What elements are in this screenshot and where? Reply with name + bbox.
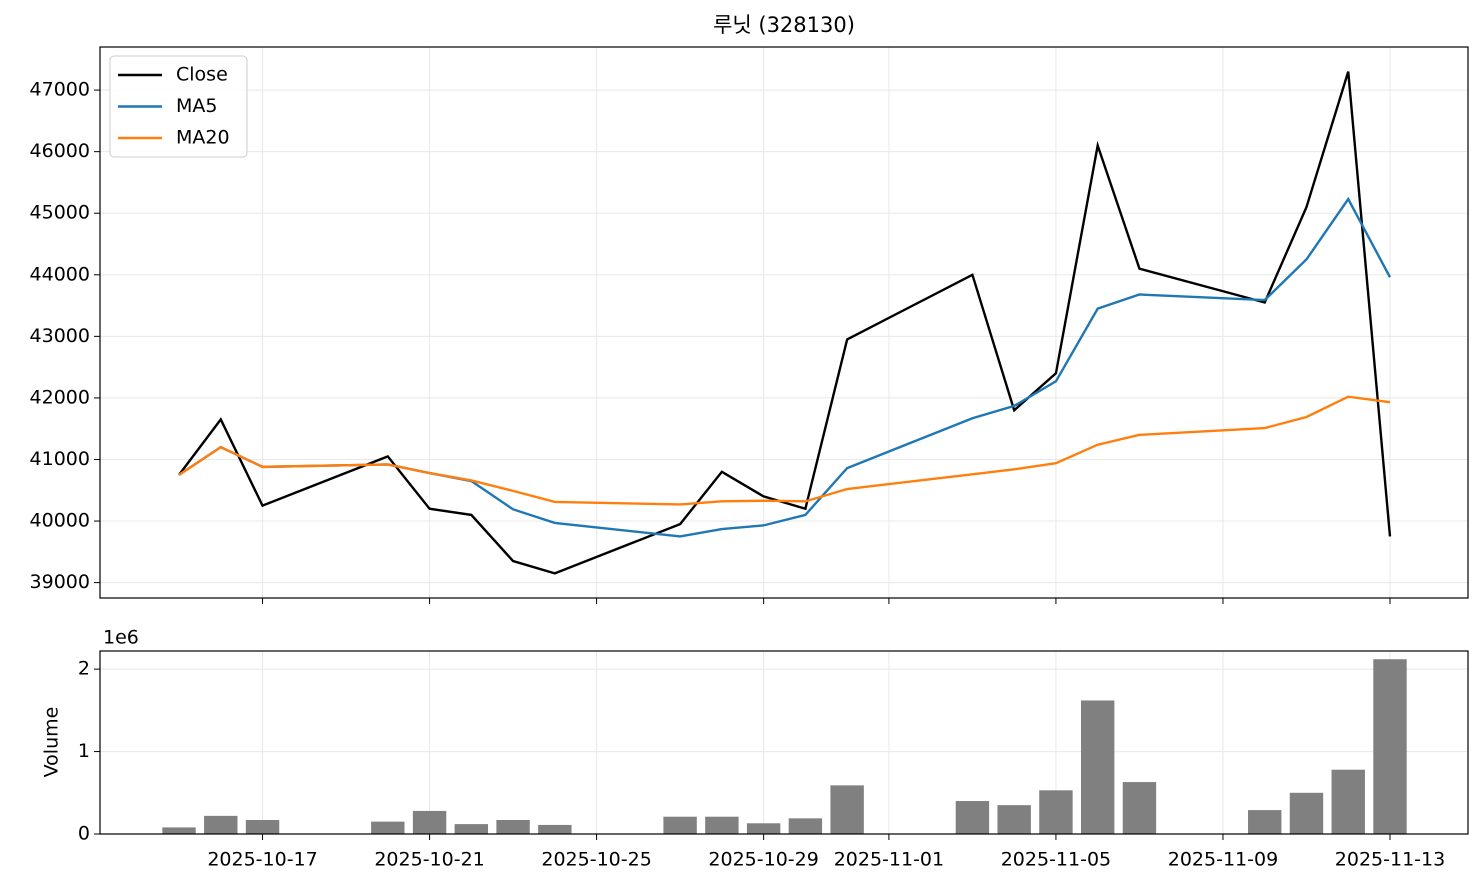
bar — [204, 815, 238, 834]
x-tick-label: 2025-11-09 — [1168, 849, 1278, 871]
legend-label: MA20 — [176, 127, 230, 149]
line — [178, 71, 1392, 575]
bar — [1080, 700, 1115, 834]
bar — [496, 819, 530, 834]
bar — [1248, 810, 1282, 834]
bar — [454, 824, 489, 834]
y-tick-label: 46000 — [30, 140, 90, 162]
bar — [705, 816, 739, 834]
y-tick-label: 42000 — [30, 386, 90, 408]
bar — [788, 818, 823, 834]
legend-label: MA5 — [176, 95, 217, 117]
bar — [245, 819, 280, 834]
x-tick-label: 2025-10-25 — [541, 849, 651, 871]
y-tick-label: 44000 — [30, 263, 90, 285]
bar — [746, 823, 781, 834]
axes-frame — [99, 46, 1469, 599]
bar — [1373, 659, 1407, 834]
bar — [1122, 782, 1157, 834]
y-tick-label: 39000 — [30, 571, 90, 593]
bar — [162, 827, 196, 834]
bar — [955, 801, 990, 834]
bar — [997, 805, 1031, 834]
chart-title: 루닛 (328130) — [713, 13, 855, 37]
axes-frame — [99, 650, 1469, 835]
line — [178, 395, 1391, 506]
x-tick-label: 2025-10-17 — [207, 849, 317, 871]
x-tick-label: 2025-11-05 — [1001, 849, 1111, 871]
bar — [830, 785, 864, 834]
bar — [538, 824, 572, 834]
y-tick-label: 47000 — [30, 79, 90, 101]
legend-box — [109, 55, 248, 158]
y-tick-label: 0 — [78, 823, 90, 845]
y-tick-label: 45000 — [30, 202, 90, 224]
y-tick-label: 41000 — [30, 448, 90, 470]
y-tick-label: 1 — [78, 740, 90, 762]
legend-label: Close — [176, 64, 228, 86]
bar — [412, 810, 447, 834]
y-tick-label: 43000 — [30, 325, 90, 347]
x-tick-label: 2025-10-21 — [374, 849, 484, 871]
line — [178, 196, 1392, 538]
bar — [663, 816, 697, 834]
y-tick-label: 40000 — [30, 510, 90, 532]
bar — [1289, 792, 1324, 834]
x-tick-label: 2025-10-29 — [708, 849, 818, 871]
y-axis-label: Volume — [41, 707, 63, 778]
x-tick-label: 2025-11-13 — [1335, 849, 1445, 871]
x-tick-label: 2025-11-01 — [834, 849, 944, 871]
legend: Close MA5 MA20 — [109, 55, 248, 158]
bar — [371, 821, 405, 834]
offset-label: 1e6 — [103, 627, 139, 649]
bar — [1331, 769, 1365, 834]
bar — [1039, 790, 1073, 834]
y-tick-label: 2 — [78, 658, 90, 680]
